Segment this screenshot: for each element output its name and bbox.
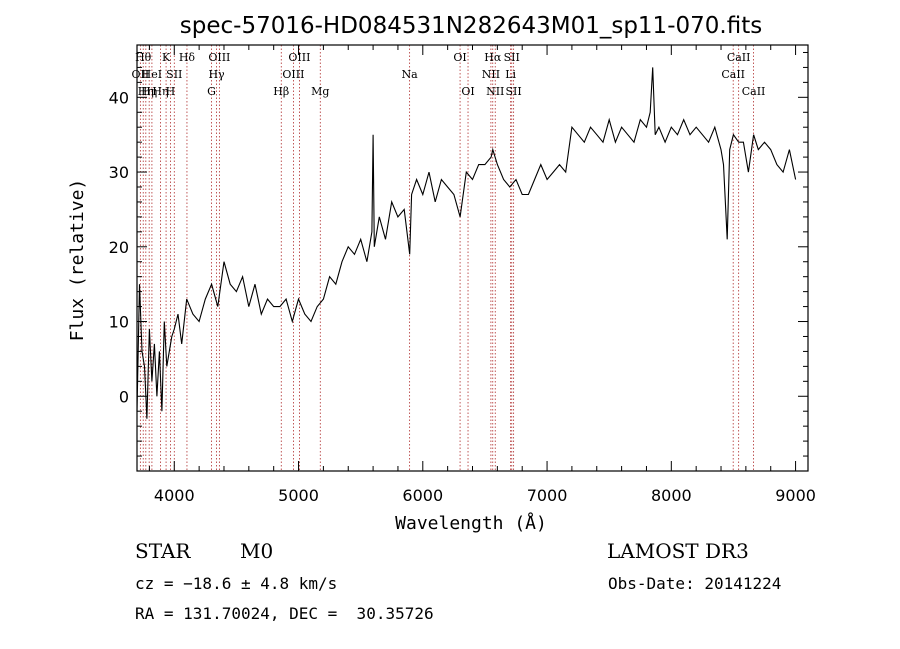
line-marker-label-12: OIII [208, 51, 230, 64]
obs-date: Obs-Date: 20141224 [608, 574, 782, 593]
spectrum-line [136, 67, 797, 419]
line-marker-label-14: OIII [282, 68, 304, 81]
line-marker-label-16: Mg [311, 85, 329, 98]
x-axis-label: Wavelength (Å) [395, 512, 547, 534]
line-marker-labels: OIIHθHηHηHeIHηKHSIIHδGHγOIIIHβOIIIOIIIMg… [131, 51, 765, 98]
y-axis-label: Flux (relative) [67, 179, 88, 342]
line-marker-label-3: Hη [141, 85, 157, 98]
line-marker-label-27: CaII [727, 51, 751, 64]
line-marker-label-26: CaII [721, 68, 745, 81]
line-marker-label-1: Hθ [135, 51, 152, 64]
y-tick-label-0: 0 [119, 387, 129, 406]
line-marker-label-25: SII [506, 85, 522, 98]
x-tick-label-5: 9000 [775, 486, 816, 505]
x-tick-label-2: 6000 [402, 486, 443, 505]
axis-ticks: 4000 5000 6000 7000 8000 9000 0 10 20 30 40 [109, 45, 816, 505]
line-markers [139, 45, 754, 471]
y-tick-label-4: 40 [109, 88, 129, 107]
line-marker-label-13: Hβ [273, 85, 289, 98]
line-marker-label-17: Na [402, 68, 419, 81]
line-marker-label-23: Li [505, 68, 516, 81]
line-marker-label-21: Hα [484, 51, 502, 64]
line-marker-label-5: Hη [152, 85, 168, 98]
line-marker-label-2: Hη [138, 85, 154, 98]
line-marker-label-24: SII [504, 51, 520, 64]
x-tick-label-0: 4000 [154, 486, 195, 505]
line-marker-label-6: K [162, 51, 171, 64]
line-marker-label-9: Hδ [179, 51, 196, 64]
line-marker-label-7: H [166, 85, 176, 98]
line-marker-label-15: OIII [288, 51, 310, 64]
line-marker-label-10: G [207, 85, 216, 98]
line-marker-label-20: NII [482, 68, 500, 81]
chart-title: spec-57016-HD084531N282643M01_sp11-070.f… [180, 13, 762, 39]
line-marker-label-11: Hγ [208, 68, 225, 81]
y-tick-label-2: 20 [109, 238, 129, 257]
line-marker-label-8: SII [166, 68, 182, 81]
plot-frame [136, 44, 809, 472]
redshift-info: cz = −18.6 ± 4.8 km/s [135, 574, 338, 593]
coordinates: RA = 131.70024, DEC = 30.35726 [135, 604, 434, 623]
survey-name: LAMOST DR3 [607, 539, 749, 563]
object-subclass: M0 [240, 539, 274, 563]
object-class: STAR [135, 539, 191, 563]
line-marker-label-0: OII [131, 68, 149, 81]
x-tick-label-4: 8000 [651, 486, 692, 505]
line-marker-label-18: OI [453, 51, 466, 64]
y-tick-label-3: 30 [109, 163, 129, 182]
line-marker-label-4: HeI [142, 68, 162, 81]
x-tick-label-1: 5000 [278, 486, 319, 505]
line-marker-label-19: OI [461, 85, 474, 98]
x-tick-label-3: 7000 [527, 486, 568, 505]
y-tick-label-1: 10 [109, 313, 129, 332]
line-marker-label-28: CaII [742, 85, 766, 98]
line-marker-label-22: NII [486, 85, 504, 98]
